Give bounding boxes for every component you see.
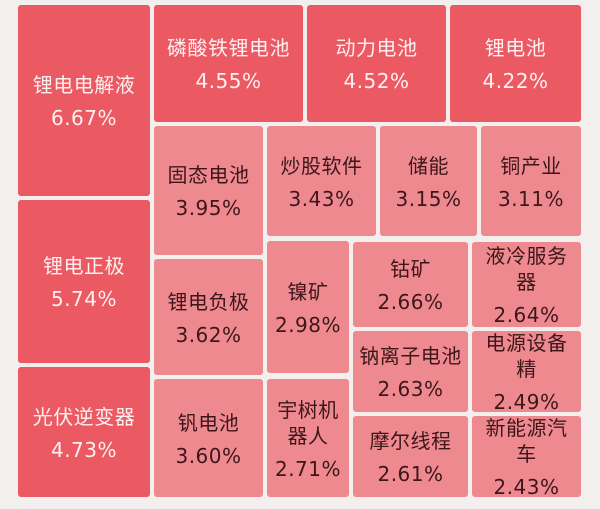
sector-name: 钒电池 <box>177 410 240 435</box>
sector-name: 储能 <box>408 153 449 178</box>
treemap-tile[interactable]: 钠离子电池 2.63% <box>353 331 468 412</box>
sector-name: 钴矿 <box>390 257 431 281</box>
sector-change-percent: 3.11% <box>497 186 565 211</box>
sector-change-percent: 4.73% <box>50 437 118 462</box>
treemap-tile[interactable]: 宇树机器人 2.71% <box>267 379 349 497</box>
sector-name: 钠离子电池 <box>359 344 462 368</box>
sector-name: 锂电正极 <box>43 254 125 278</box>
sector-name: 磷酸铁锂电池 <box>167 36 290 60</box>
treemap-tile[interactable]: 炒股软件 3.43% <box>267 126 376 236</box>
treemap-tile[interactable]: 新能源汽车 2.43% <box>472 416 581 499</box>
sector-change-percent: 4.55% <box>195 69 262 93</box>
sector-name: 锂电负极 <box>167 289 250 314</box>
treemap-tile[interactable]: 动力电池 4.52% <box>307 5 446 122</box>
sector-name: 铜产业 <box>500 153 562 178</box>
treemap-tile[interactable]: 储能 3.15% <box>380 126 477 236</box>
treemap-tile[interactable]: 光伏逆变器 4.73% <box>18 367 150 497</box>
treemap-tile[interactable]: 钒电池 3.60% <box>154 379 263 497</box>
sector-change-percent: 3.95% <box>175 196 242 220</box>
sector-change-percent: 4.52% <box>343 69 410 93</box>
treemap-tile[interactable]: 铜产业 3.11% <box>481 126 581 236</box>
treemap-tile[interactable]: 锂电池 4.22% <box>450 5 581 122</box>
treemap-tile[interactable]: 液冷服务器 2.64% <box>472 242 581 327</box>
sector-change-percent: 2.63% <box>377 377 444 401</box>
sector-name: 固态电池 <box>167 163 250 187</box>
sector-change-percent: 2.43% <box>493 475 560 499</box>
sector-name: 电源设备精 <box>485 331 568 381</box>
treemap-tile[interactable]: 磷酸铁锂电池 4.55% <box>154 5 303 122</box>
sector-change-percent: 2.61% <box>377 462 444 486</box>
sector-change-percent: 4.22% <box>482 69 549 93</box>
treemap-tile[interactable]: 摩尔线程 2.61% <box>353 416 468 497</box>
treemap-tile[interactable]: 镍矿 2.98% <box>267 241 349 373</box>
sector-change-percent: 6.67% <box>50 106 118 130</box>
treemap-tile[interactable]: 电源设备精 2.49% <box>472 331 581 414</box>
sector-change-percent: 3.60% <box>175 443 242 468</box>
sector-change-percent: 5.74% <box>50 287 118 311</box>
treemap-tile[interactable]: 锂电电解液 6.67% <box>18 5 150 196</box>
sector-change-percent: 2.71% <box>274 456 342 481</box>
sector-change-percent: 2.64% <box>493 303 560 327</box>
treemap-tile[interactable]: 锂电负极 3.62% <box>154 259 263 375</box>
sector-change-percent: 3.43% <box>288 186 355 211</box>
sector-name: 宇树机器人 <box>277 397 339 448</box>
sector-name: 光伏逆变器 <box>32 404 136 429</box>
treemap-tile[interactable]: 固态电池 3.95% <box>154 126 263 255</box>
treemap-tile[interactable]: 锂电正极 5.74% <box>18 200 150 363</box>
sector-change-percent: 2.66% <box>377 290 444 314</box>
sector-name: 炒股软件 <box>280 153 363 178</box>
sector-change-percent: 3.15% <box>395 186 462 211</box>
sector-name: 摩尔线程 <box>369 429 452 453</box>
sector-name: 新能源汽车 <box>485 416 568 466</box>
sector-change-percent: 3.62% <box>175 322 242 347</box>
sector-name: 锂电电解液 <box>32 73 136 97</box>
treemap-tile[interactable]: 钴矿 2.66% <box>353 242 468 327</box>
sector-name: 锂电池 <box>484 36 547 60</box>
sector-change-percent: 2.98% <box>274 312 342 337</box>
sector-name: 动力电池 <box>335 36 418 60</box>
sector-name: 镍矿 <box>287 279 329 304</box>
sector-name: 液冷服务器 <box>485 244 568 294</box>
sector-change-percent: 2.49% <box>493 390 560 414</box>
